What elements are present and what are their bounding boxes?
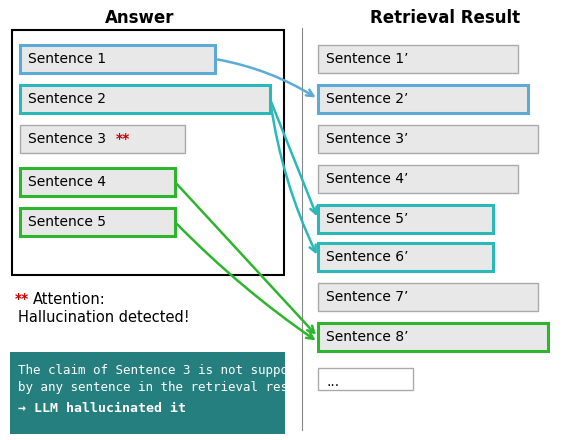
Text: Sentence 1’: Sentence 1’ [326,52,408,66]
Text: Sentence 3: Sentence 3 [28,132,106,146]
Text: Sentence 5: Sentence 5 [28,215,106,229]
Text: Sentence 7’: Sentence 7’ [326,290,408,304]
Bar [318,45,518,73]
Text: **: ** [15,292,29,306]
Bar [10,352,285,434]
Text: Sentence 4: Sentence 4 [28,175,106,189]
Text: Sentence 1: Sentence 1 [28,52,106,66]
Bar [318,323,548,351]
Text: Answer: Answer [105,9,175,27]
Text: Sentence 3’: Sentence 3’ [326,132,408,146]
Text: Sentence 4’: Sentence 4’ [326,172,408,186]
Text: Sentence 8’: Sentence 8’ [326,330,408,344]
Bar [318,243,493,271]
Bar [318,205,493,233]
Text: Sentence 2: Sentence 2 [28,92,106,106]
Bar [12,30,284,275]
Bar [318,85,528,113]
Bar [20,85,270,113]
Text: Sentence 2’: Sentence 2’ [326,92,408,106]
Text: **: ** [116,132,130,146]
Bar [20,168,175,196]
Text: Hallucination detected!: Hallucination detected! [18,310,190,325]
Bar [20,125,185,153]
Bar [318,283,538,311]
Text: Attention:: Attention: [33,292,105,307]
Text: by any sentence in the retrieval result.: by any sentence in the retrieval result. [18,381,318,394]
Text: ...: ... [326,375,339,389]
Bar [318,125,538,153]
Text: → LLM hallucinated it: → LLM hallucinated it [18,402,186,415]
Text: Sentence 5’: Sentence 5’ [326,212,408,226]
Text: Sentence 6’: Sentence 6’ [326,250,408,264]
Text: The claim of Sentence 3 is not supported: The claim of Sentence 3 is not supported [18,364,318,377]
Bar [20,208,175,236]
Bar [318,368,413,390]
Text: Retrieval Result: Retrieval Result [370,9,520,27]
Bar [20,45,215,73]
Bar [318,165,518,193]
